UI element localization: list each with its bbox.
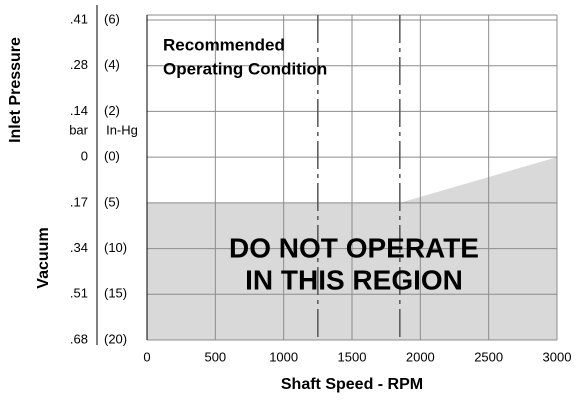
- y2-tick-label: .14: [70, 103, 88, 118]
- y-tick-label: (20): [104, 331, 127, 346]
- y2-tick-label: .51: [70, 286, 88, 301]
- x-tick-label: 2500: [474, 349, 503, 364]
- annotation-region: DO NOT OPERATE: [229, 232, 479, 263]
- y-tick-label: (2): [104, 103, 120, 118]
- y-tick-label: (4): [104, 57, 120, 72]
- x-title: Shaft Speed - RPM: [281, 376, 423, 393]
- y-tick-label: (0): [104, 149, 120, 164]
- y2-tick-label: 0: [81, 149, 88, 164]
- y-tick-label: (15): [104, 286, 127, 301]
- y-unit-label: In-Hg: [106, 122, 138, 137]
- y2-tick-label: .28: [70, 57, 88, 72]
- annotation-top: Operating Condition: [163, 59, 327, 78]
- y2-tick-label: .34: [70, 240, 88, 255]
- x-tick-label: 2000: [406, 349, 435, 364]
- y2-tick-label: .41: [70, 11, 88, 26]
- y2-tick-label: .17: [70, 194, 88, 209]
- y-title-lower: Vacuum: [35, 227, 52, 288]
- y-tick-label: (10): [104, 240, 127, 255]
- x-tick-label: 3000: [543, 349, 572, 364]
- x-tick-label: 1000: [269, 349, 298, 364]
- x-tick-label: 1500: [338, 349, 367, 364]
- annotation-region: IN THIS REGION: [245, 264, 463, 295]
- y2-unit-label: bar: [69, 122, 88, 137]
- annotation-top: Recommended: [163, 35, 285, 54]
- y-tick-label: (6): [104, 11, 120, 26]
- y-title: Inlet Pressure: [7, 37, 24, 143]
- y2-tick-label: .68: [70, 331, 88, 346]
- y-tick-label: (5): [104, 194, 120, 209]
- x-tick-label: 500: [204, 349, 226, 364]
- x-tick-label: 0: [143, 349, 150, 364]
